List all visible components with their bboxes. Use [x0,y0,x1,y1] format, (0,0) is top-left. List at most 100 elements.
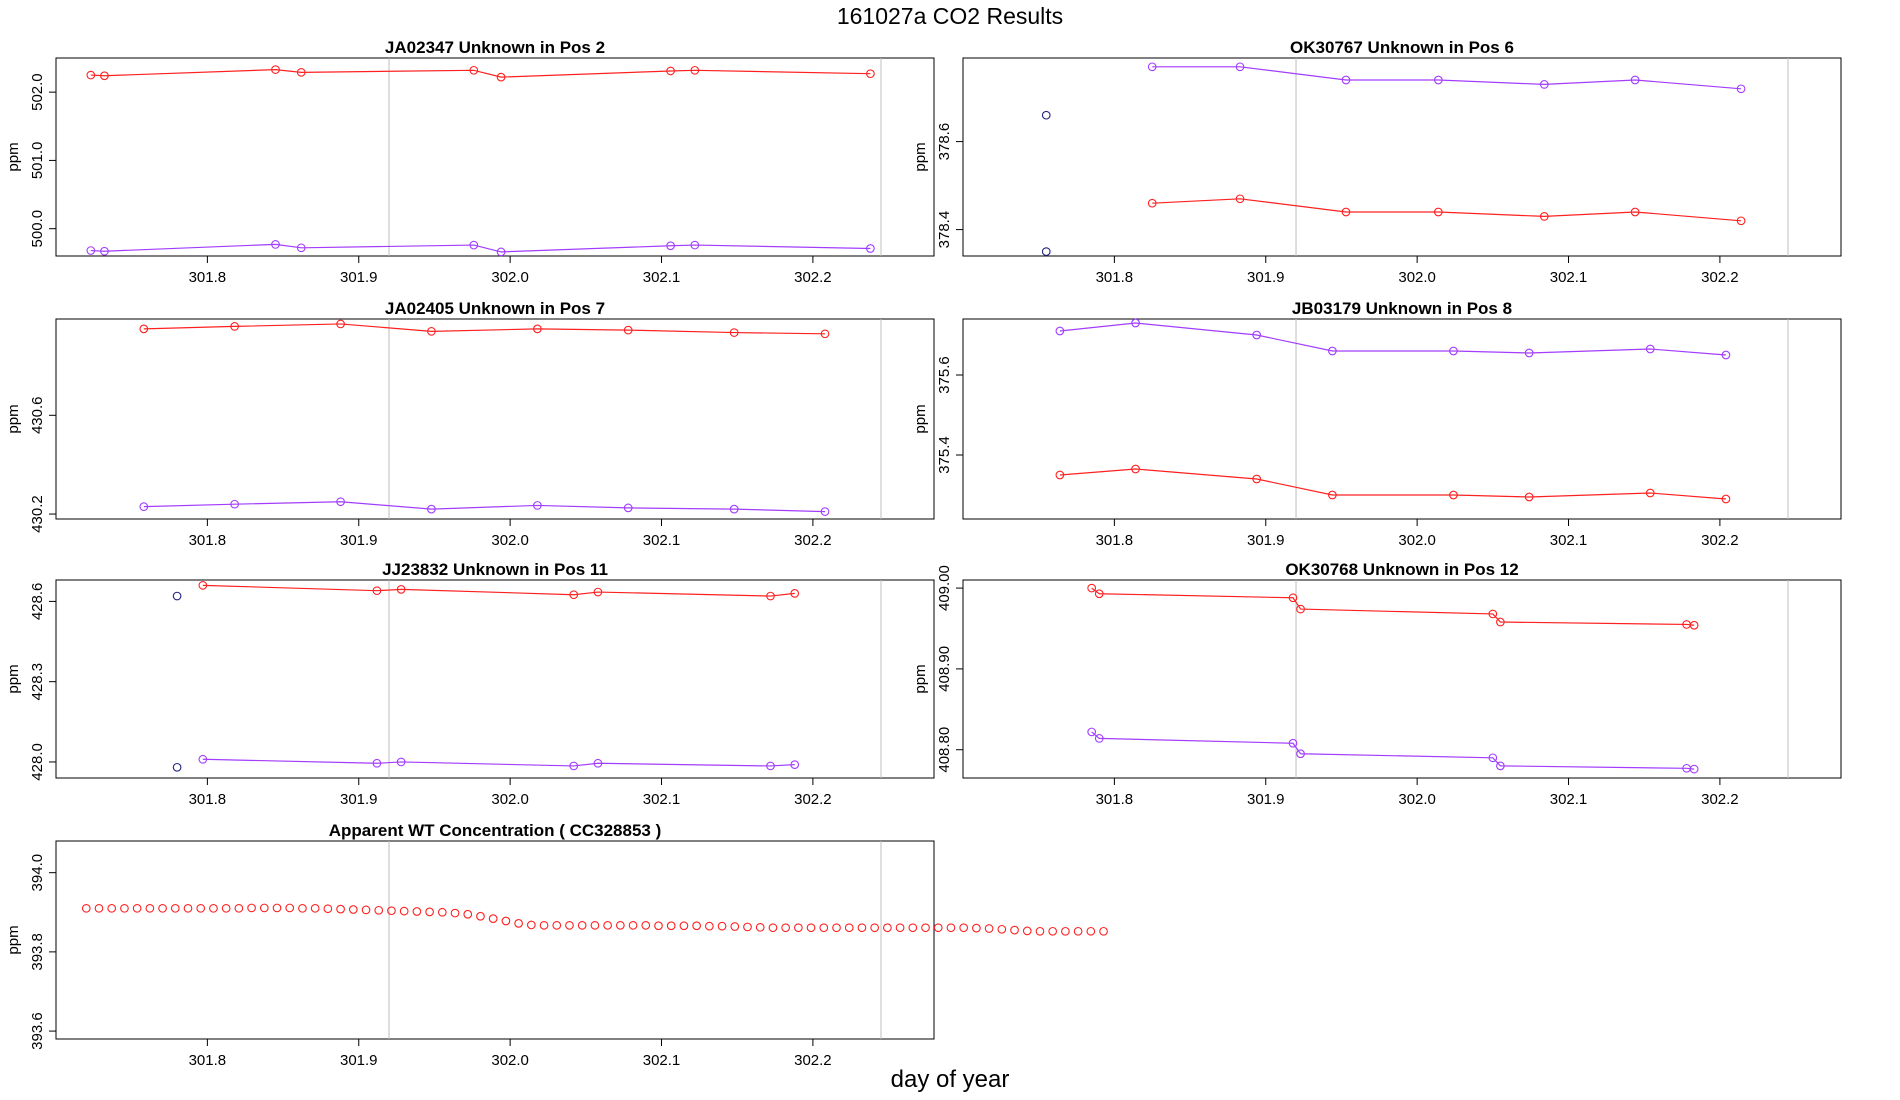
y-axis-label: ppm [5,664,22,693]
data-point [866,69,875,79]
data-point [501,916,511,926]
data-point [984,924,994,933]
x-tick-label: 302.1 [643,269,681,286]
plot-frame [55,57,935,257]
plot-frame [962,57,1842,257]
data-point [820,507,830,516]
data-point [1689,620,1699,630]
data-point [145,903,155,913]
data-point [794,923,803,933]
data-point [1449,490,1458,500]
data-point [1288,738,1298,748]
data-point [1073,926,1083,936]
data-point [692,921,701,931]
data-point [1235,194,1245,204]
series-line-red [1152,198,1742,222]
data-point [1131,464,1140,474]
data-point [209,903,218,913]
data-point [766,761,775,771]
data-point [372,758,382,768]
data-point [1328,490,1337,500]
series-line-purple [1091,731,1695,770]
y-tick-label: 393.6 [29,1012,46,1050]
data-point [348,905,358,914]
panel-4: JB03179 Unknown in Pos 8 ppm 301.8 301.9 302… [912,299,1842,549]
y-tick-label: 378.6 [936,123,953,161]
x-tick-label: 301.8 [1096,532,1134,549]
data-point [396,757,406,767]
data-point [336,904,345,914]
data-point [336,497,345,507]
x-tick-label: 302.1 [1550,791,1588,808]
x-tick-label: 302.1 [643,1052,681,1069]
data-point [100,246,109,256]
y-tick-label: 409.00 [936,565,953,611]
data-point [857,923,867,933]
panel-title: OK30768 Unknown in Pos 12 [1285,560,1518,579]
data-point [743,922,752,932]
x-tick-label: 302.0 [491,791,529,808]
data-point [717,921,727,931]
data-point [86,246,96,255]
x-tick-label: 301.8 [189,1052,227,1069]
data-point [107,903,117,913]
y-tick-label: 408.90 [936,646,953,692]
data-point [628,920,638,930]
series-line-red [1059,468,1726,500]
data-point [959,923,969,933]
data-point [1449,346,1458,356]
y-tick-label: 393.8 [29,933,46,971]
x-tick-label: 302.0 [491,532,529,549]
data-point [1689,764,1699,774]
x-tick-label: 301.9 [340,269,378,286]
data-point [387,906,396,916]
data-point [895,923,905,933]
data-point [230,322,239,331]
data-point [1147,62,1157,72]
data-point [615,920,625,930]
data-point [469,240,479,250]
y-tick-label: 378.4 [936,211,953,249]
panel-3: JA02405 Unknown in Pos 7 ppm 301.8 301.9 302… [5,299,935,549]
data-point [425,907,434,917]
data-point [1488,753,1498,763]
data-point [1086,926,1096,936]
x-tick-label: 301.8 [189,532,227,549]
data-point [819,923,829,933]
data-point [196,903,206,913]
panel-5: JJ23832 Unknown in Pos 11 ppm 301.8 301.9 30… [5,560,935,808]
data-point [1061,926,1070,936]
plot-frame [962,318,1842,520]
data-point [1645,488,1655,498]
series-line-red [143,323,826,335]
y-tick-label: 502.0 [29,73,46,111]
data-point [593,587,603,597]
data-point [271,65,280,74]
x-tick-label: 302.1 [643,791,681,808]
data-point [1087,583,1097,593]
y-axis-label: ppm [5,404,22,433]
data-point [565,920,574,930]
data-point [820,329,830,339]
x-tick-label: 301.9 [1247,532,1285,549]
panel-title: JB03179 Unknown in Pos 8 [1292,299,1512,318]
data-point [399,906,409,916]
data-point [437,907,447,917]
data-point [230,499,239,509]
series-line-red [202,584,795,597]
data-point [469,65,479,75]
y-axis-label: ppm [5,925,22,954]
data-point [488,914,498,923]
data-point [844,923,854,933]
series-line-purple [143,501,826,513]
data-point [412,907,422,916]
data-point [298,903,307,913]
data-point [1041,247,1051,256]
data-point [198,581,208,590]
y-tick-label: 428.0 [29,743,46,781]
data-point [603,920,612,930]
data-point [666,241,675,251]
data-point [1055,326,1065,336]
data-point [476,911,485,921]
